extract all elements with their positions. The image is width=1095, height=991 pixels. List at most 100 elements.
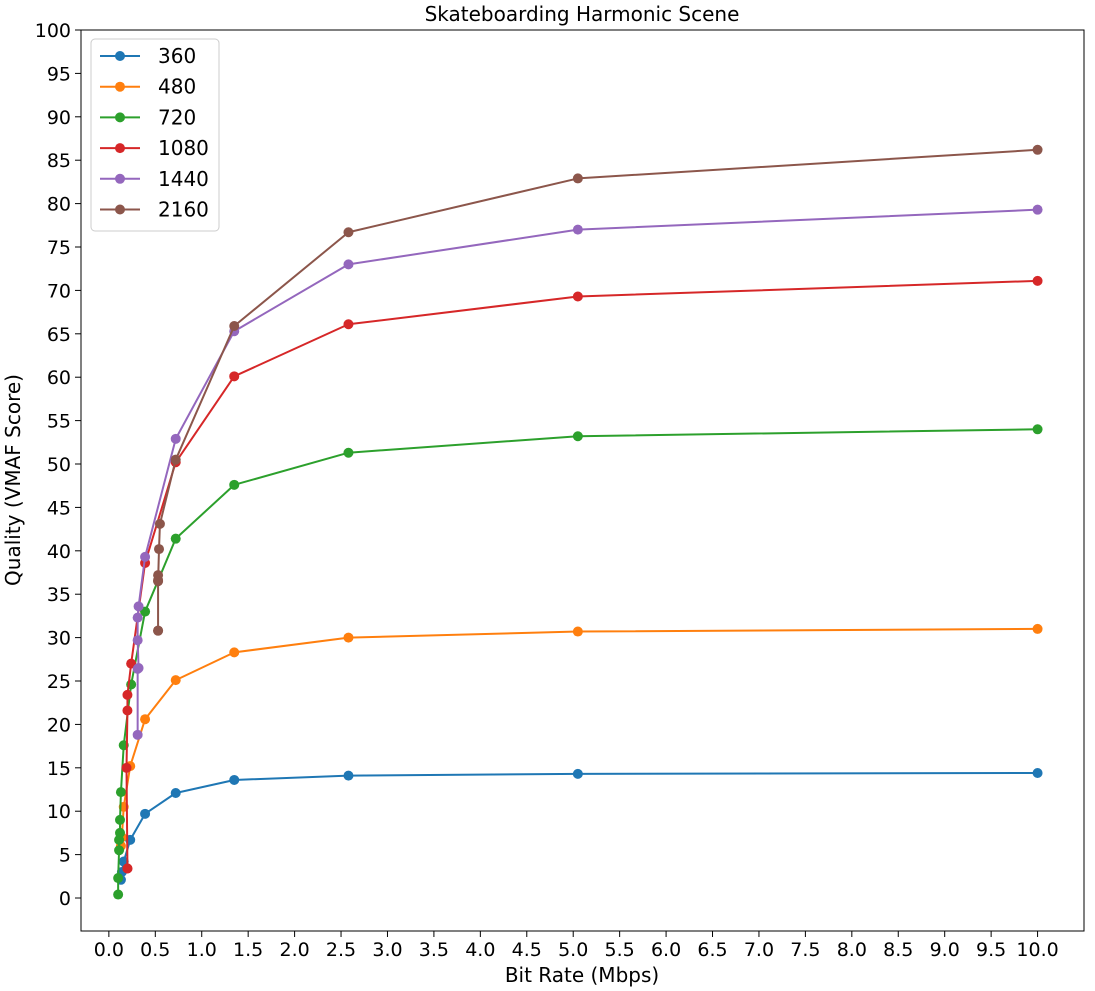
x-tick-label: 1.0 [187, 939, 217, 961]
plot-area [80, 29, 1085, 932]
data-point [132, 635, 143, 646]
x-tick-label: 4.5 [512, 939, 542, 961]
x-tick-label: 8.0 [837, 939, 867, 961]
y-tick-label: 85 [47, 150, 71, 172]
data-point [343, 259, 354, 270]
legend-item: 720 [100, 105, 196, 129]
y-tick-label: 50 [47, 454, 71, 476]
data-point [133, 662, 144, 673]
data-point [140, 551, 151, 562]
data-point [122, 863, 133, 874]
data-point [115, 787, 126, 798]
y-tick-label: 70 [47, 280, 71, 302]
data-point [572, 431, 583, 442]
legend-item: 480 [100, 75, 196, 99]
data-point [1032, 623, 1043, 634]
x-tick-label: 7.0 [744, 939, 774, 961]
data-point [154, 544, 165, 555]
x-tick-label: 4.0 [465, 939, 495, 961]
x-tick-label: 3.0 [372, 939, 402, 961]
x-tick-label: 2.0 [279, 939, 309, 961]
y-tick-label: 40 [47, 541, 71, 563]
chart-title: Skateboarding Harmonic Scene [425, 2, 740, 26]
data-point [572, 291, 583, 302]
x-tick-label: 0.5 [140, 939, 170, 961]
data-point [1032, 204, 1043, 215]
legend-marker [115, 112, 125, 123]
data-point [343, 632, 354, 643]
legend-item: 1440 [100, 167, 209, 191]
x-tick-label: 6.0 [651, 939, 681, 961]
data-point [343, 770, 354, 781]
legend: 360 480 720 1080 1440 2160 [90, 38, 220, 232]
y-tick-label: 15 [47, 758, 71, 780]
legend-marker [115, 81, 125, 92]
data-point [170, 454, 181, 465]
x-tick-label: 9.5 [976, 939, 1006, 961]
legend-label: 480 [158, 75, 196, 99]
y-tick-label: 35 [47, 584, 71, 606]
data-point [113, 889, 124, 900]
x-axis-label: Bit Rate (Mbps) [505, 963, 659, 987]
y-tick-label: 25 [47, 671, 71, 693]
legend-item: 1080 [100, 136, 209, 160]
data-point [121, 762, 132, 773]
data-point [343, 319, 354, 330]
data-point [170, 433, 181, 444]
series-720 [113, 424, 1043, 900]
x-tick-label: 5.5 [605, 939, 635, 961]
data-point [229, 320, 240, 331]
y-tick-label: 60 [47, 367, 71, 389]
x-tick-label: 10.0 [1016, 939, 1058, 961]
series-layer [113, 144, 1043, 900]
y-tick-label: 45 [47, 497, 71, 519]
data-point [343, 447, 354, 458]
x-tick-label: 0.0 [94, 939, 124, 961]
x-axis: 0.0 0.5 1.0 1.5 2.0 2.5 3.0 3.5 4.0 4.5 5.0 5.5 6.0 6… [94, 931, 1059, 961]
data-point [1032, 275, 1043, 286]
series-2160 [153, 144, 1043, 636]
data-point [115, 827, 126, 838]
x-tick-label: 5.0 [558, 939, 588, 961]
y-axis-label: Quality (VMAF Score) [1, 374, 25, 586]
y-tick-label: 65 [47, 324, 71, 346]
data-point [229, 479, 240, 490]
legend-item: 360 [100, 44, 196, 68]
legend-label: 360 [158, 44, 196, 68]
legend-label: 2160 [158, 198, 209, 222]
data-point [229, 647, 240, 658]
data-point [153, 625, 164, 636]
data-point [1032, 424, 1043, 435]
data-point [154, 518, 165, 529]
y-tick-label: 100 [35, 20, 71, 42]
legend-label: 1080 [158, 136, 209, 160]
x-tick-label: 9.0 [930, 939, 960, 961]
y-tick-label: 80 [47, 194, 71, 216]
plot-frame [80, 29, 1085, 932]
y-tick-label: 0 [59, 888, 71, 910]
legend-label: 720 [158, 105, 196, 129]
data-point [132, 729, 143, 740]
legend-marker [115, 51, 125, 61]
x-tick-label: 8.5 [883, 939, 913, 961]
data-point [133, 601, 144, 612]
y-tick-label: 55 [47, 411, 71, 433]
x-tick-label: 2.5 [326, 939, 356, 961]
data-point [122, 689, 133, 700]
data-point [140, 714, 151, 725]
data-point [115, 814, 126, 825]
data-point [140, 808, 151, 819]
data-point [114, 845, 125, 856]
y-tick-label: 20 [47, 714, 71, 736]
data-point [572, 173, 583, 184]
legend-item: 2160 [100, 198, 209, 222]
x-tick-label: 1.5 [233, 939, 263, 961]
data-point [229, 371, 240, 382]
y-tick-label: 10 [47, 801, 71, 823]
data-point [132, 612, 143, 623]
y-tick-label: 30 [47, 628, 71, 650]
data-point [170, 675, 181, 686]
y-tick-label: 5 [59, 845, 71, 867]
series-1440 [132, 204, 1043, 740]
